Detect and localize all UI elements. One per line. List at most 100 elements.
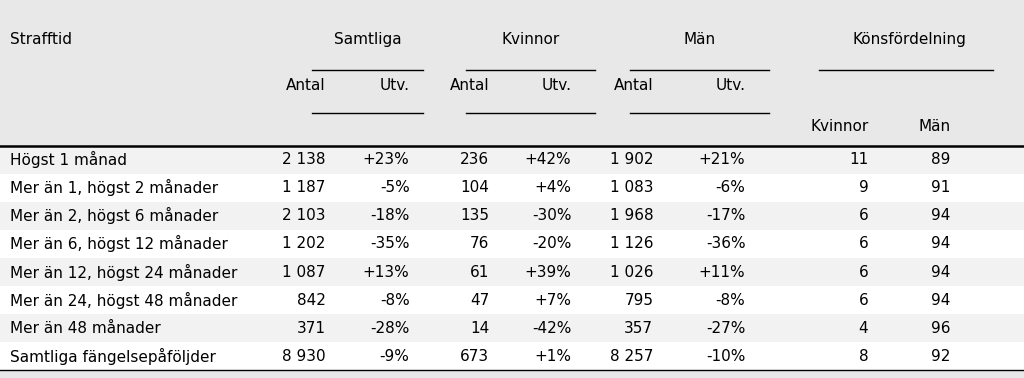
- Text: -8%: -8%: [716, 293, 745, 308]
- Bar: [0, 230, 1024, 258]
- Text: 14: 14: [470, 321, 489, 336]
- Text: Utv.: Utv.: [542, 77, 571, 93]
- Text: 61: 61: [470, 265, 489, 280]
- Text: -36%: -36%: [706, 236, 745, 251]
- Bar: [0, 146, 1024, 174]
- Text: -18%: -18%: [371, 208, 410, 223]
- Text: 135: 135: [461, 208, 489, 223]
- Text: 76: 76: [470, 236, 489, 251]
- Text: +4%: +4%: [535, 180, 571, 195]
- Bar: [0, 258, 1024, 286]
- Text: 8 257: 8 257: [610, 349, 653, 364]
- Point: [624, 111, 636, 116]
- Text: 1 968: 1 968: [609, 208, 653, 223]
- Bar: [0, 202, 1024, 230]
- Bar: [0, 342, 1024, 370]
- Text: 92: 92: [931, 349, 950, 364]
- Text: Kvinnor: Kvinnor: [502, 32, 559, 47]
- Text: Män: Män: [683, 32, 716, 47]
- Text: 371: 371: [297, 321, 326, 336]
- Point: [417, 68, 429, 72]
- Text: +11%: +11%: [698, 265, 745, 280]
- Text: -30%: -30%: [531, 208, 571, 223]
- Text: 94: 94: [931, 208, 950, 223]
- Text: 795: 795: [625, 293, 653, 308]
- Text: Samtliga: Samtliga: [334, 32, 401, 47]
- Point: [460, 68, 472, 72]
- Text: Mer än 12, högst 24 månader: Mer än 12, högst 24 månader: [10, 263, 238, 280]
- Text: -27%: -27%: [707, 321, 745, 336]
- Text: 104: 104: [461, 180, 489, 195]
- Point: [589, 68, 601, 72]
- Text: +13%: +13%: [362, 265, 410, 280]
- Text: 236: 236: [461, 152, 489, 167]
- Text: Män: Män: [919, 119, 950, 134]
- Text: 89: 89: [931, 152, 950, 167]
- Text: Mer än 2, högst 6 månader: Mer än 2, högst 6 månader: [10, 207, 218, 224]
- Text: +39%: +39%: [524, 265, 571, 280]
- Text: 842: 842: [297, 293, 326, 308]
- Bar: [0, 174, 1024, 202]
- Text: +42%: +42%: [524, 152, 571, 167]
- Text: -6%: -6%: [716, 180, 745, 195]
- Text: -10%: -10%: [707, 349, 745, 364]
- Text: Antal: Antal: [286, 77, 326, 93]
- Text: 6: 6: [858, 236, 868, 251]
- Point: [763, 111, 775, 116]
- Text: -8%: -8%: [380, 293, 410, 308]
- Point: [763, 68, 775, 72]
- Text: Strafftid: Strafftid: [10, 32, 73, 47]
- Point: [813, 68, 825, 72]
- Text: Utv.: Utv.: [380, 77, 410, 93]
- Text: Antal: Antal: [450, 77, 489, 93]
- Text: Högst 1 månad: Högst 1 månad: [10, 151, 127, 168]
- Text: 1 026: 1 026: [610, 265, 653, 280]
- Point: [306, 68, 318, 72]
- Text: 94: 94: [931, 293, 950, 308]
- Text: 1 202: 1 202: [283, 236, 326, 251]
- Text: +21%: +21%: [698, 152, 745, 167]
- Text: 94: 94: [931, 265, 950, 280]
- Text: 8 930: 8 930: [282, 349, 326, 364]
- Text: Mer än 24, högst 48 månader: Mer än 24, högst 48 månader: [10, 292, 238, 309]
- Text: +7%: +7%: [535, 293, 571, 308]
- Text: Antal: Antal: [613, 77, 653, 93]
- Point: [460, 111, 472, 116]
- Bar: [0, 286, 1024, 314]
- Text: Mer än 6, högst 12 månader: Mer än 6, högst 12 månader: [10, 235, 228, 253]
- Text: 1 187: 1 187: [283, 180, 326, 195]
- Text: 6: 6: [858, 208, 868, 223]
- Text: 91: 91: [931, 180, 950, 195]
- Text: 1 087: 1 087: [283, 265, 326, 280]
- Text: 2 138: 2 138: [283, 152, 326, 167]
- Text: Mer än 48 månader: Mer än 48 månader: [10, 321, 161, 336]
- Text: 4: 4: [859, 321, 868, 336]
- Text: 96: 96: [931, 321, 950, 336]
- Text: -35%: -35%: [370, 236, 410, 251]
- Text: Könsfördelning: Könsfördelning: [852, 32, 967, 47]
- Text: 1 126: 1 126: [610, 236, 653, 251]
- Text: 47: 47: [470, 293, 489, 308]
- Text: -20%: -20%: [532, 236, 571, 251]
- Text: 94: 94: [931, 236, 950, 251]
- Text: -5%: -5%: [380, 180, 410, 195]
- Text: 8: 8: [859, 349, 868, 364]
- Point: [306, 111, 318, 116]
- Point: [987, 68, 999, 72]
- Point: [589, 111, 601, 116]
- Text: -17%: -17%: [707, 208, 745, 223]
- Text: Utv.: Utv.: [716, 77, 745, 93]
- Text: 1 083: 1 083: [610, 180, 653, 195]
- Text: 11: 11: [849, 152, 868, 167]
- Text: +23%: +23%: [362, 152, 410, 167]
- Text: +1%: +1%: [535, 349, 571, 364]
- Text: 9: 9: [858, 180, 868, 195]
- Text: Kvinnor: Kvinnor: [810, 119, 868, 134]
- Point: [417, 111, 429, 116]
- Text: Samtliga fängelsepåföljder: Samtliga fängelsepåföljder: [10, 348, 216, 365]
- Text: 6: 6: [858, 265, 868, 280]
- Text: Mer än 1, högst 2 månader: Mer än 1, högst 2 månader: [10, 179, 218, 196]
- Text: 357: 357: [625, 321, 653, 336]
- Text: 6: 6: [858, 293, 868, 308]
- Bar: [0, 314, 1024, 342]
